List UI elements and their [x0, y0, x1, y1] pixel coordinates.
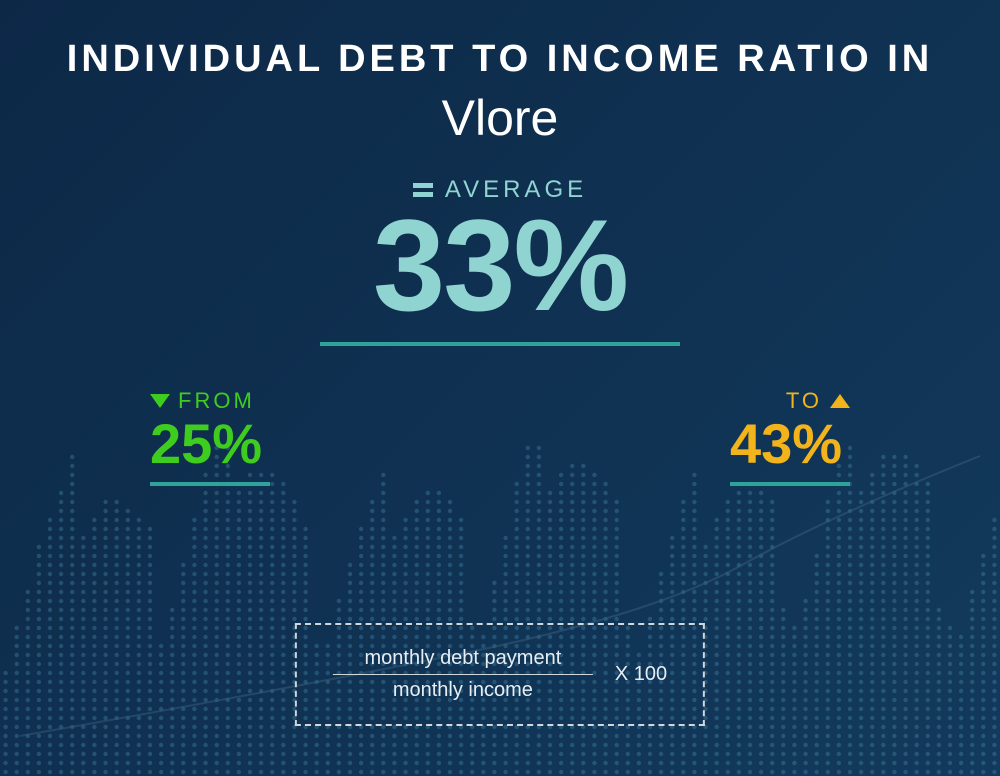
formula-fraction: monthly debt payment monthly income [333, 643, 593, 706]
formula-numerator: monthly debt payment [358, 643, 567, 674]
range-from-value: 25% [150, 416, 270, 472]
range-from-label-row: FROM [150, 388, 270, 414]
range-to-label-row: TO [730, 388, 850, 414]
formula-multiplier: X 100 [615, 663, 667, 686]
range-to-value: 43% [730, 416, 850, 472]
infographic-content: INDIVIDUAL DEBT TO INCOME RATIO IN Vlore… [0, 0, 1000, 776]
range-from-label: FROM [178, 388, 255, 414]
range-from-underline [150, 482, 270, 486]
range-to-label: TO [786, 388, 822, 414]
title-block: INDIVIDUAL DEBT TO INCOME RATIO IN Vlore [0, 0, 1000, 147]
formula-denominator: monthly income [387, 675, 539, 706]
title-line-1: INDIVIDUAL DEBT TO INCOME RATIO IN [0, 38, 1000, 81]
range-to-underline [730, 482, 850, 486]
title-line-2: Vlore [0, 89, 1000, 147]
triangle-down-icon [150, 394, 170, 408]
triangle-up-icon [830, 394, 850, 408]
range-to-block: TO 43% [730, 388, 850, 486]
formula-box: monthly debt payment monthly income X 10… [295, 623, 705, 726]
average-underline [320, 342, 680, 346]
range-from-block: FROM 25% [150, 388, 270, 486]
average-value: 33% [0, 200, 1000, 330]
average-block: AVERAGE 33% [0, 175, 1000, 346]
range-row: FROM 25% TO 43% [0, 388, 1000, 486]
